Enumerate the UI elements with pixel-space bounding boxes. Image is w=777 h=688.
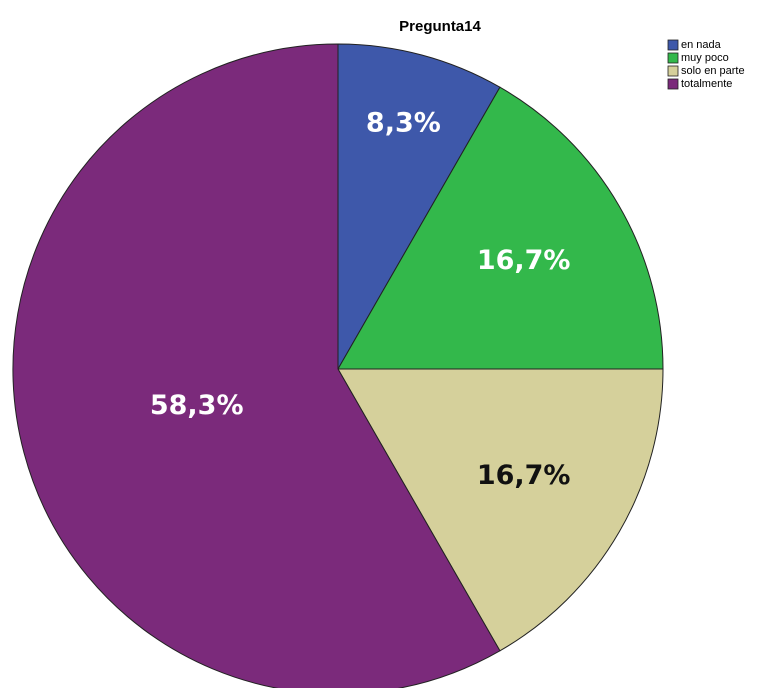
legend-label: solo en parte <box>681 65 745 77</box>
value-label: 16,7% <box>477 245 571 276</box>
value-label: 16,7% <box>477 460 571 491</box>
legend-label: totalmente <box>681 78 732 90</box>
legend-swatch <box>667 78 679 90</box>
pie-slice <box>337 43 501 371</box>
legend-label: muy poco <box>681 52 729 64</box>
legend-swatch <box>667 52 679 64</box>
value-label: 58,3% <box>150 390 244 421</box>
pie-slice <box>337 86 664 370</box>
pie-slice <box>337 368 664 652</box>
legend-label: en nada <box>681 39 722 51</box>
value-label: 8,3% <box>366 108 441 139</box>
legend-swatch <box>667 39 679 51</box>
legend-swatch <box>667 65 679 77</box>
pie-slice <box>12 43 501 688</box>
chart-title: Pregunta14 <box>399 18 481 35</box>
